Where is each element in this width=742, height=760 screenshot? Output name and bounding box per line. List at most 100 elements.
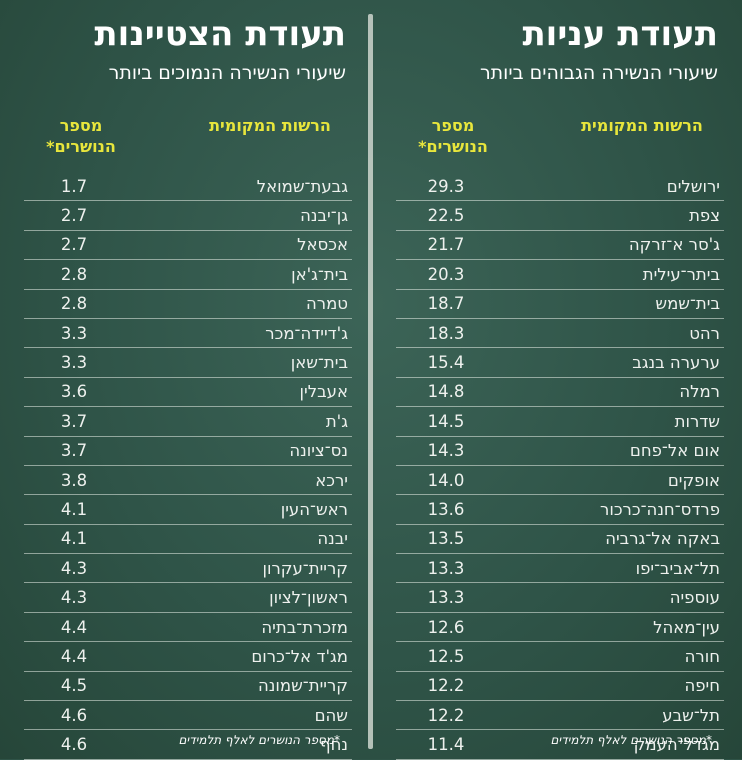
dropout-value: 3.7 — [60, 441, 88, 461]
dropout-value: 4.4 — [60, 646, 88, 666]
authority-name: ג'סר א־זרקה — [628, 235, 720, 255]
dropout-value: 21.7 — [427, 235, 465, 255]
table-row: נס־ציונה 3.7 — [24, 437, 352, 466]
dropout-value: 18.7 — [427, 294, 465, 314]
footnote: *מספר הנושרים לאלף תלמידים — [178, 733, 340, 747]
dropout-value: 3.3 — [60, 353, 88, 373]
authority-name: פרדס־חנה־כרכור — [600, 499, 720, 519]
dropout-value: 13.3 — [427, 588, 465, 608]
table-row: חיפה 12.2 — [396, 672, 724, 702]
authority-name: אכסאל — [297, 235, 348, 255]
dropout-value: 4.1 — [60, 499, 88, 519]
dropout-value: 14.8 — [427, 382, 465, 402]
table-row: יבנה 4.1 — [24, 525, 352, 555]
dropout-value: 2.7 — [60, 206, 88, 226]
dropout-value: 2.8 — [60, 264, 88, 284]
table-row: שהם 4.6 — [24, 701, 352, 731]
authority-name: טמרה — [306, 294, 348, 314]
dropout-value: 13.6 — [427, 499, 465, 519]
table-row: קריית־עקרון 4.3 — [24, 554, 352, 584]
dropout-value: 3.7 — [60, 411, 88, 431]
dropout-value: 4.3 — [60, 588, 88, 608]
panel-lowest-dropout: תעודת הצטיינות שיעורי הנשירה הנמוכים ביו… — [6, 0, 366, 760]
column-header-dropouts: מספר הנושרים* — [46, 116, 116, 156]
dropout-value: 2.8 — [60, 294, 88, 314]
authority-name: בית־שאן — [290, 353, 348, 373]
table-row: מג'ד אל־כרום 4.4 — [24, 642, 352, 672]
dropout-value: 12.2 — [427, 676, 465, 696]
authority-name: ירכא — [315, 470, 348, 490]
authority-name: ביתר־עילית — [642, 264, 720, 284]
panel-title: תעודת הצטיינות — [94, 14, 346, 54]
dropout-value: 22.5 — [427, 206, 465, 226]
panel-title: תעודת עניות — [522, 14, 718, 54]
table-row: אעבלין 3.6 — [24, 378, 352, 408]
table-row: תל־שבע 12.2 — [396, 701, 724, 731]
dropout-value: 1.7 — [60, 176, 88, 196]
table-row: ירכא 3.8 — [24, 466, 352, 496]
panel-highest-dropout: תעודת עניות שיעורי הנשירה הגבוהים ביותר … — [378, 0, 738, 760]
table-row: ג'סר א־זרקה 21.7 — [396, 231, 724, 261]
table-row: פרדס־חנה־כרכור 13.6 — [396, 495, 724, 525]
table-row: עוספיה 13.3 — [396, 583, 724, 613]
dropout-value: 12.6 — [427, 617, 465, 637]
authority-name: אעבלין — [299, 382, 348, 402]
authority-name: חורה — [684, 646, 720, 666]
authority-name: אופקים — [667, 470, 720, 490]
table-row: חורה 12.5 — [396, 642, 724, 672]
table-row: ירושלים 29.3 — [396, 172, 724, 202]
dropout-value: 4.5 — [60, 676, 88, 696]
table-row: רהט 18.3 — [396, 319, 724, 349]
dropout-value: 4.6 — [60, 705, 88, 725]
table-row: בית־שמש 18.7 — [396, 290, 724, 319]
authority-name: שהם — [314, 705, 348, 725]
authority-name: גן־יבנה — [300, 206, 348, 226]
dropout-value: 3.8 — [60, 470, 88, 490]
table-row: שדרות 14.5 — [396, 407, 724, 437]
footnote: *מספר הנושרים לאלף תלמידים — [550, 733, 712, 747]
authority-name: תל־שבע — [662, 705, 720, 725]
authority-name: ג'ת — [325, 411, 348, 431]
table-row: קריית־שמונה 4.5 — [24, 672, 352, 702]
authority-name: ג'דיידה־מכר — [265, 323, 348, 343]
authority-name: יבנה — [317, 529, 348, 549]
authority-name: ראש־העין — [280, 499, 348, 519]
dropout-value: 4.6 — [60, 735, 88, 755]
table-row: תל־אביב־יפו 13.3 — [396, 554, 724, 584]
table-row: בית־שאן 3.3 — [24, 348, 352, 378]
dropout-value: 4.4 — [60, 617, 88, 637]
dropout-value: 2.7 — [60, 235, 88, 255]
column-header-dropouts: מספר הנושרים* — [418, 116, 488, 156]
table-row: ג'דיידה־מכר 3.3 — [24, 319, 352, 349]
dropout-value: 15.4 — [427, 353, 465, 373]
panel-subtitle: שיעורי הנשירה הנמוכים ביותר — [108, 62, 346, 84]
authority-name: עוספיה — [669, 588, 720, 608]
authority-name: ירושלים — [666, 176, 720, 196]
column-divider — [368, 14, 373, 749]
dropout-value: 14.0 — [427, 470, 465, 490]
panel-subtitle: שיעורי הנשירה הגבוהים ביותר — [479, 62, 718, 84]
authority-name: באקה אל־גרביה — [605, 529, 720, 549]
authority-name: אום אל־פחם — [629, 441, 720, 461]
table-row: עין־מאהל 12.6 — [396, 613, 724, 643]
authority-name: חיפה — [684, 676, 720, 696]
dropout-value: 4.1 — [60, 529, 88, 549]
table-row: מזכרת־בתיה 4.4 — [24, 613, 352, 643]
authority-name: צפת — [689, 206, 720, 226]
dropout-value: 13.3 — [427, 558, 465, 578]
authority-name: קריית־שמונה — [258, 676, 348, 696]
authority-name: גבעת־שמואל — [256, 176, 348, 196]
authority-name: שדרות — [674, 411, 720, 431]
table-row: בית־ג'אן 2.8 — [24, 260, 352, 290]
authority-name: בית־שמש — [655, 294, 720, 314]
table-row: באקה אל־גרביה 13.5 — [396, 525, 724, 555]
authority-name: נחף — [320, 735, 348, 755]
table-row: אום אל־פחם 14.3 — [396, 437, 724, 466]
authority-name: רהט — [689, 323, 720, 343]
dropout-value: 11.4 — [427, 735, 465, 755]
table-row: גבעת־שמואל 1.7 — [24, 172, 352, 202]
table-row: גן־יבנה 2.7 — [24, 201, 352, 231]
authority-name: מגדל־העמק — [633, 735, 720, 755]
dropout-value: 4.3 — [60, 558, 88, 578]
authority-name: עין־מאהל — [653, 617, 720, 637]
